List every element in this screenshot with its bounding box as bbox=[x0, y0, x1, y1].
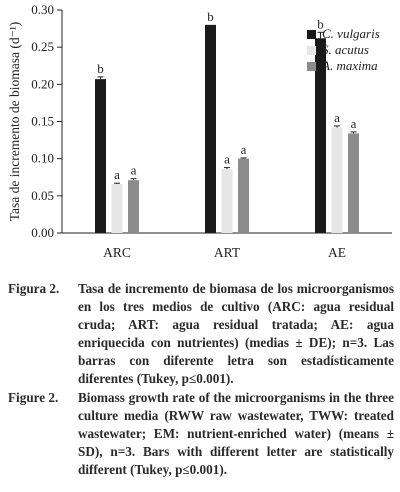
y-tick-label: 0.30 bbox=[31, 2, 54, 17]
bar-ae-series-2 bbox=[348, 133, 359, 233]
chart-svg: 0.00 0.05 0.10 0.15 0.20 0.25 0.30 Tasa de incr… bbox=[7, 2, 392, 260]
biomass-chart: 0.00 0.05 0.10 0.15 0.20 0.25 0.30 Tasa de incr… bbox=[7, 2, 392, 260]
significance-letter: a bbox=[131, 163, 137, 178]
bar-arc-series-0 bbox=[95, 79, 106, 233]
legend-swatch bbox=[307, 46, 316, 55]
significance-letter: b bbox=[207, 9, 214, 24]
caption-english-text: Biomass growth rate of the microorganism… bbox=[78, 390, 394, 477]
legend-swatch bbox=[307, 30, 316, 39]
x-tick-label: ART bbox=[214, 245, 241, 260]
caption-spanish: Figura 2. Tasa de incremento de biomasa … bbox=[8, 280, 394, 388]
y-tick-label: 0.00 bbox=[31, 225, 54, 240]
legend-label: C. vulgaris bbox=[322, 26, 380, 41]
caption-spanish-label: Figura 2. bbox=[8, 281, 60, 296]
significance-letter: a bbox=[334, 110, 340, 125]
bar-arc-series-2 bbox=[128, 180, 139, 233]
caption-english: Figure 2. Biomass growth rate of the mic… bbox=[8, 389, 394, 479]
bar-ae-series-1 bbox=[331, 127, 343, 233]
legend-label: S. acutus bbox=[322, 42, 369, 57]
caption-spanish-text: Tasa de incremento de biomasa de los mic… bbox=[78, 281, 394, 386]
significance-letter: a bbox=[351, 116, 357, 131]
significance-letter: a bbox=[241, 142, 247, 157]
y-tick-label: 0.10 bbox=[31, 151, 54, 166]
bar-arc-series-1 bbox=[111, 183, 123, 233]
y-tick-label: 0.05 bbox=[31, 188, 54, 203]
y-axis-label: Tasa de incremento de biomasa (d⁻¹) bbox=[7, 22, 22, 222]
y-tick-label: 0.15 bbox=[31, 114, 54, 129]
bar-art-series-1 bbox=[221, 169, 233, 233]
caption-english-label: Figure 2. bbox=[8, 390, 59, 405]
bar-ae-series-0 bbox=[315, 38, 326, 233]
significance-letter: a bbox=[114, 167, 120, 182]
y-tick-label: 0.25 bbox=[31, 39, 54, 54]
y-tick-label: 0.20 bbox=[31, 76, 54, 91]
x-tick-label: AE bbox=[328, 245, 346, 260]
significance-letter: b bbox=[97, 61, 104, 76]
legend-swatch bbox=[307, 62, 316, 71]
bar-art-series-0 bbox=[205, 24, 216, 233]
significance-letter: a bbox=[224, 152, 230, 167]
bar-art-series-2 bbox=[238, 158, 249, 233]
x-tick-label: ARC bbox=[103, 245, 131, 260]
legend-label: A. maxima bbox=[321, 58, 378, 73]
significance-letter: b bbox=[317, 16, 324, 31]
caption-block: Figura 2. Tasa de incremento de biomasa … bbox=[8, 280, 394, 480]
